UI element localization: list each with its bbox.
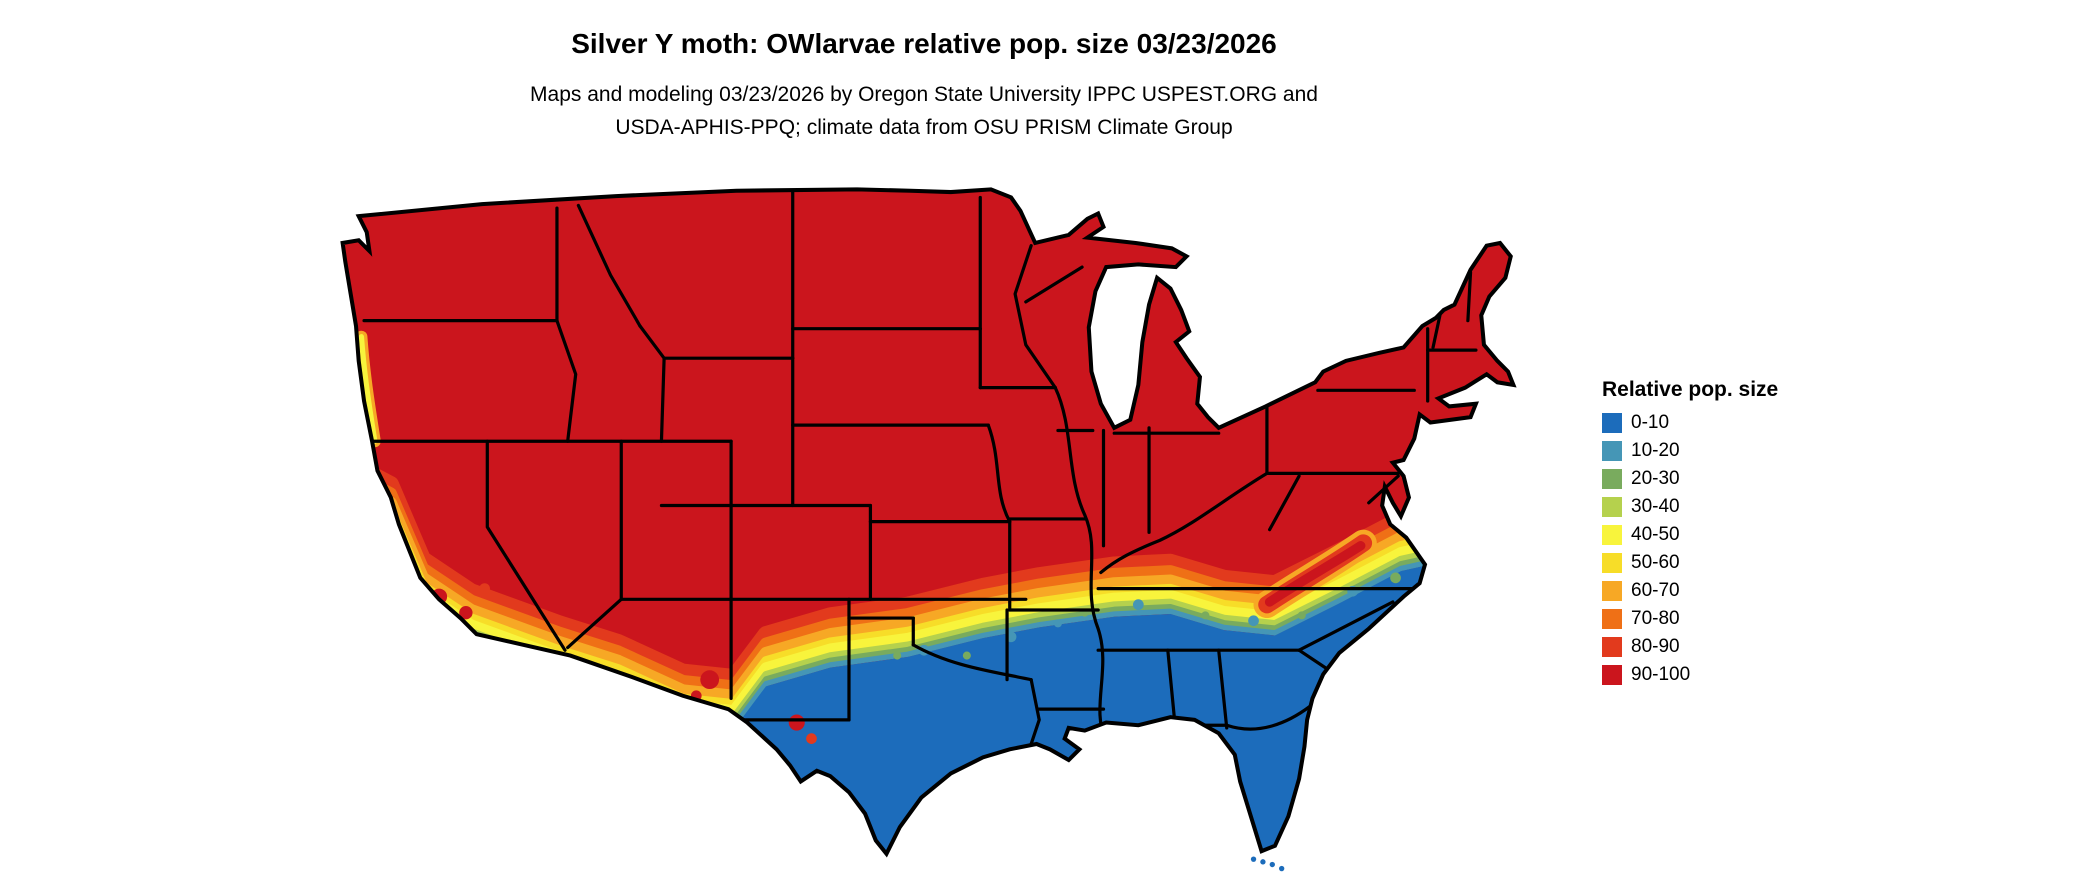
- legend-entry-label: 60-70: [1631, 580, 1680, 601]
- subtitle-line-2: USDA-APHIS-PPQ; climate data from OSU PR…: [615, 116, 1233, 139]
- legend-entry: 30-40: [1602, 496, 1778, 518]
- legend-swatch: [1602, 665, 1622, 685]
- legend-entry-label: 70-80: [1631, 608, 1680, 629]
- legend-swatch: [1602, 525, 1622, 545]
- legend-swatch: [1602, 637, 1622, 657]
- legend-entry: 10-20: [1602, 440, 1778, 462]
- legend-entry-label: 90-100: [1631, 664, 1691, 685]
- us-population-map: [281, 186, 1567, 884]
- legend-swatch: [1602, 413, 1622, 433]
- legend-entry: 40-50: [1602, 524, 1778, 546]
- florida-keys: [1250, 856, 1285, 872]
- legend-entry: 90-100: [1602, 664, 1778, 686]
- legend-entry-label: 80-90: [1631, 636, 1680, 657]
- us-map-svg: [281, 186, 1567, 872]
- legend-entry-label: 0-10: [1631, 412, 1670, 433]
- legend-title: Relative pop. size: [1602, 378, 1779, 401]
- legend-entry: 0-10: [1602, 412, 1778, 434]
- legend-swatch: [1602, 553, 1622, 573]
- legend-swatch: [1602, 497, 1622, 517]
- legend-entry: 50-60: [1602, 552, 1778, 574]
- header: Silver Y moth: OWlarvae relative pop. si…: [0, 0, 1848, 144]
- legend-entry-label: 30-40: [1631, 496, 1680, 517]
- legend-entry-label: 50-60: [1631, 552, 1680, 573]
- legend-swatch: [1602, 581, 1622, 601]
- subtitle-line-1: Maps and modeling 03/23/2026 by Oregon S…: [530, 83, 1318, 106]
- legend-entry: 80-90: [1602, 636, 1778, 658]
- population-raster: [342, 189, 1514, 854]
- page-title: Silver Y moth: OWlarvae relative pop. si…: [571, 28, 1277, 59]
- legend-entry: 20-30: [1602, 468, 1778, 490]
- legend-items: 0-10 10-20 20-30 30-40 40-50 50-60 60-70 70-80 8…: [1602, 412, 1778, 686]
- legend-swatch: [1602, 469, 1622, 489]
- legend: Relative pop. size 0-10 10-20 20-30 30-40 40…: [1602, 378, 1778, 692]
- state-borders: [362, 190, 1478, 762]
- legend-entry-label: 40-50: [1631, 524, 1680, 545]
- legend-entry-label: 10-20: [1631, 440, 1680, 461]
- legend-entry: 60-70: [1602, 580, 1778, 602]
- legend-swatch: [1602, 609, 1622, 629]
- legend-entry-label: 20-30: [1631, 468, 1680, 489]
- legend-entry: 70-80: [1602, 608, 1778, 630]
- subtitle: Maps and modeling 03/23/2026 by Oregon S…: [0, 60, 1848, 144]
- legend-swatch: [1602, 441, 1622, 461]
